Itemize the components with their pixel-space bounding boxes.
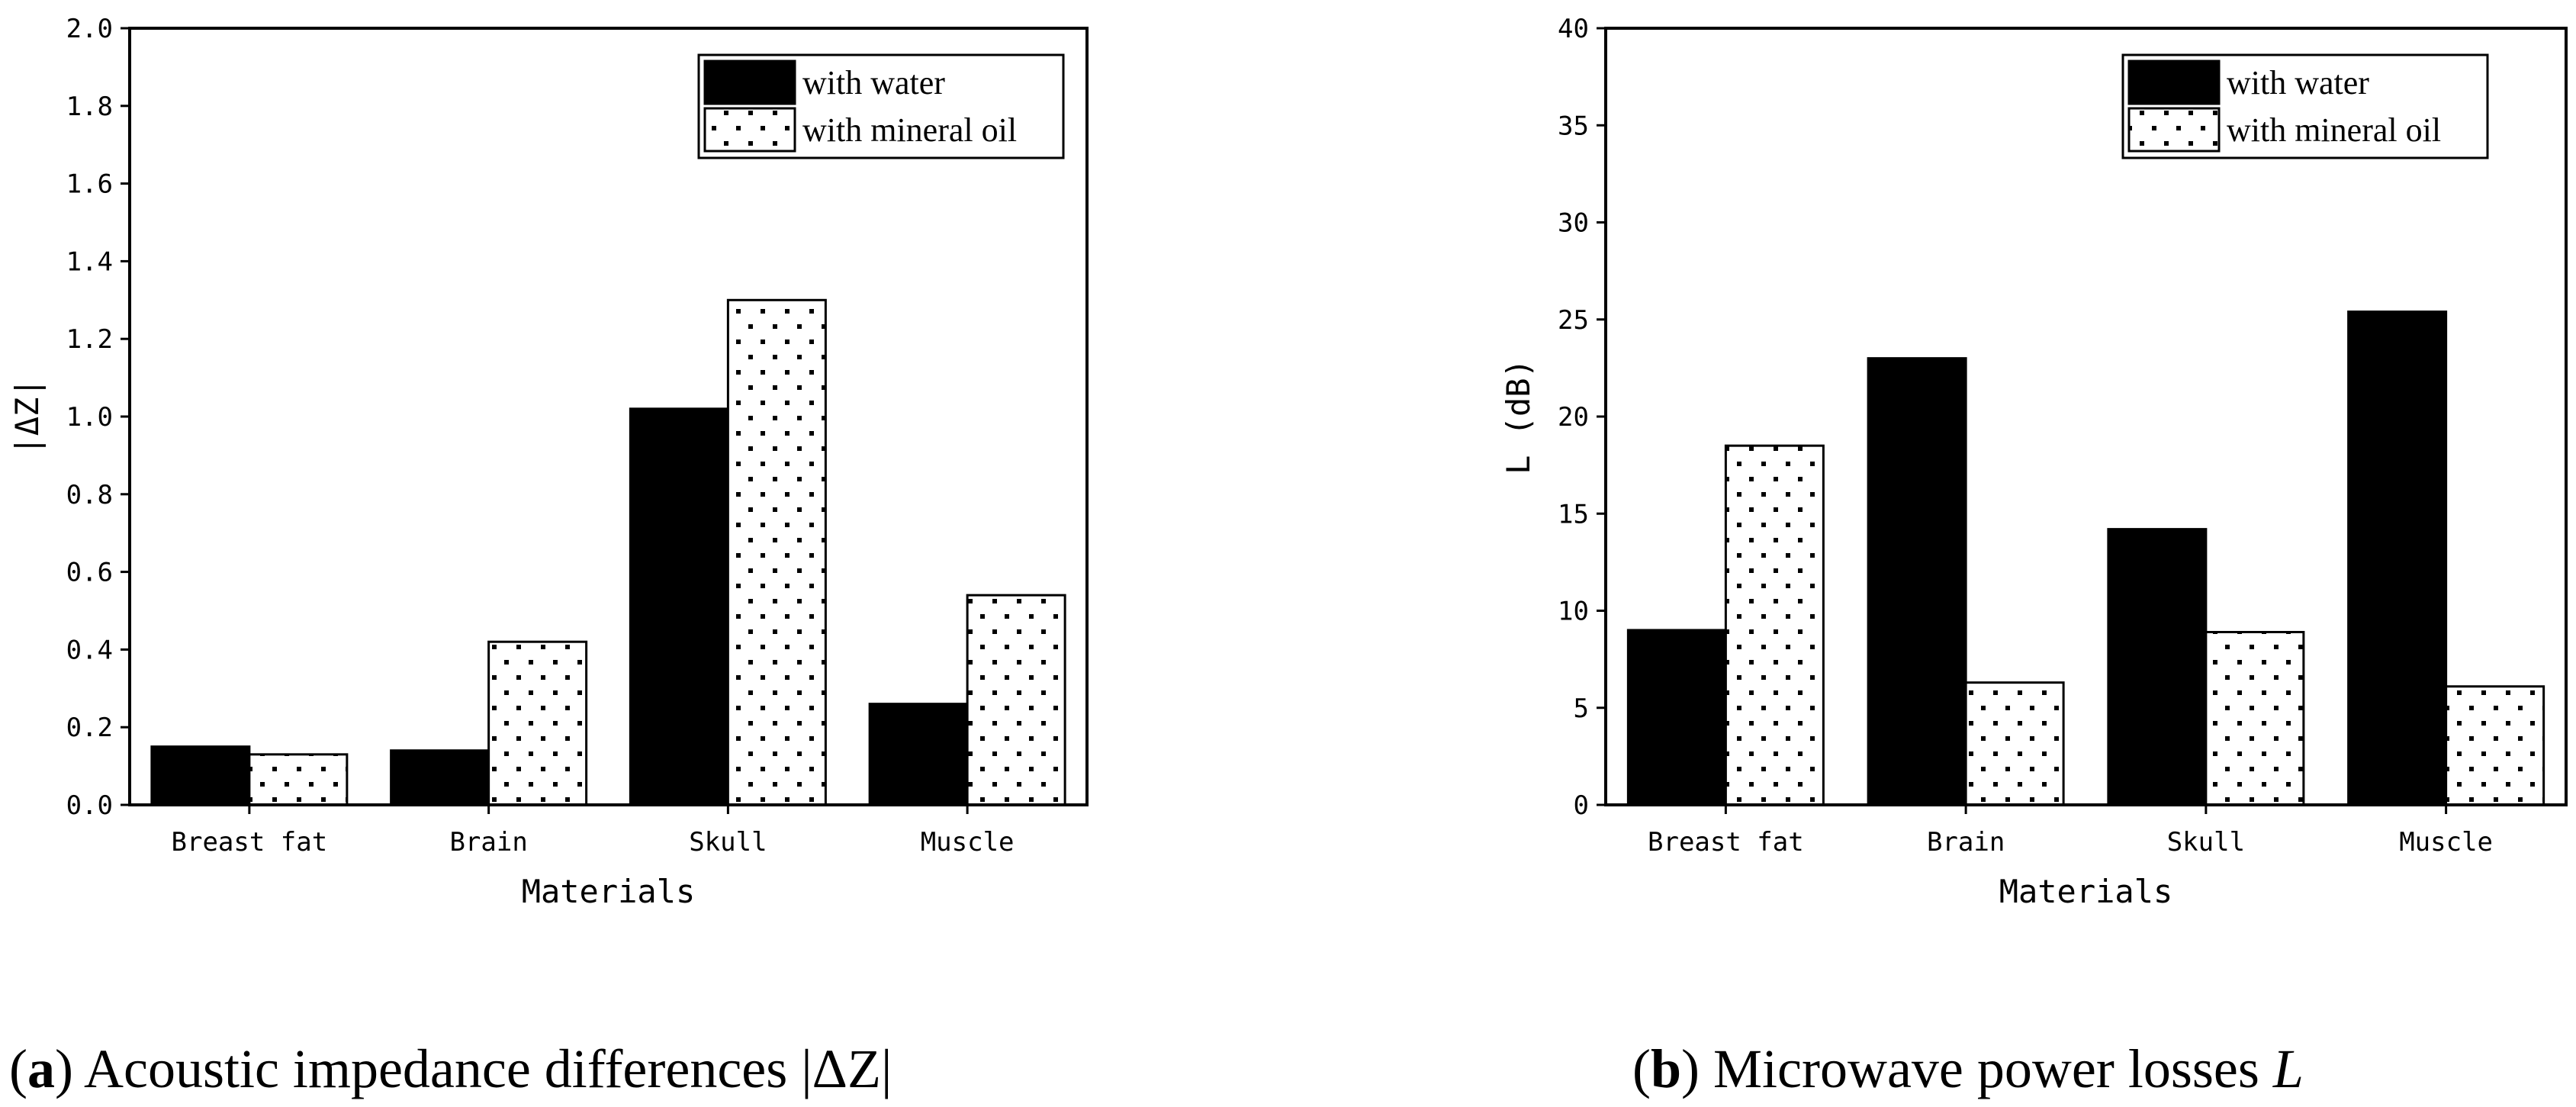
y-tick-label-a-7: 1.4 bbox=[66, 246, 113, 277]
chart-microwave-loss: 0 5 10 15 20 25 30 35 40 Breast fat Brain Skull Musc… bbox=[1500, 14, 2568, 910]
bar-b-water-1 bbox=[1867, 357, 1967, 806]
legend-swatch-b-oil bbox=[2127, 107, 2221, 153]
caption-b-italic: L bbox=[2272, 1038, 2304, 1099]
y-tick-label-b-4: 20 bbox=[1558, 402, 1589, 433]
bar-b-water-2 bbox=[2107, 528, 2208, 806]
y-tick-label-a-1: 0.2 bbox=[66, 713, 113, 743]
y-tick-label-b-8: 40 bbox=[1558, 14, 1589, 44]
legend-label-a-oil: with mineral oil bbox=[802, 111, 1017, 149]
y-tick-label-a-5: 1.0 bbox=[66, 402, 113, 433]
caption-a-paren-close: ) bbox=[55, 1038, 73, 1099]
y-axis-title-b: L (dB) bbox=[1500, 359, 1537, 475]
legend-swatch-b-water bbox=[2127, 60, 2221, 105]
y-tick-label-b-6: 30 bbox=[1558, 208, 1589, 239]
y-tick-label-a-4: 0.8 bbox=[66, 480, 113, 510]
plot-frame-top-b bbox=[1604, 27, 2568, 806]
plot-frame-top-a bbox=[128, 27, 1089, 806]
y-tick-label-b-3: 15 bbox=[1558, 499, 1589, 529]
caption-b: (b) Microwave power losses L bbox=[1632, 1038, 2304, 1099]
y-axis-title-a: |ΔZ| bbox=[8, 378, 46, 455]
y-tick-label-a-0: 0.0 bbox=[66, 790, 113, 821]
caption-b-text: Microwave power losses bbox=[1700, 1038, 2273, 1099]
x-tick-label-a-0: Breast fat bbox=[172, 827, 328, 858]
bar-b-oil-1 bbox=[1964, 681, 2065, 806]
y-tick-label-a-2: 0.4 bbox=[66, 635, 113, 665]
y-tick-label-b-0: 0 bbox=[1574, 790, 1589, 821]
bar-b-water-0 bbox=[1626, 629, 1727, 806]
chart-acoustic-impedance: 0.0 0.2 0.4 0.6 0.8 1.0 1.2 1.4 1.6 1.8 2.0 Breast … bbox=[8, 14, 1089, 910]
bar-a-water-0 bbox=[150, 745, 251, 806]
caption-b-letter: b bbox=[1651, 1038, 1681, 1099]
x-axis-title-b: Materials bbox=[1999, 873, 2173, 910]
x-tick-label-b-2: Skull bbox=[2167, 827, 2245, 858]
bar-b-oil-0 bbox=[1724, 444, 1825, 806]
bar-a-water-2 bbox=[629, 407, 729, 806]
y-tick-label-b-1: 5 bbox=[1574, 693, 1589, 724]
bar-a-oil-3 bbox=[966, 594, 1066, 806]
bar-b-oil-2 bbox=[2205, 630, 2305, 806]
caption-b-paren-open: ( bbox=[1632, 1038, 1651, 1099]
y-tick-label-a-8: 1.6 bbox=[66, 169, 113, 200]
legend-b: with water with mineral oil bbox=[2121, 53, 2489, 159]
x-tick-label-a-2: Skull bbox=[689, 827, 767, 858]
legend-a: with water with mineral oil bbox=[697, 53, 1065, 159]
bar-a-oil-0 bbox=[248, 753, 349, 806]
bar-a-water-1 bbox=[390, 749, 490, 806]
x-tick-label-a-1: Brain bbox=[449, 827, 527, 858]
caption-a-text: Acoustic impedance differences |ΔZ| bbox=[73, 1038, 892, 1099]
x-tick-label-b-3: Muscle bbox=[2399, 827, 2493, 858]
caption-a-letter: a bbox=[27, 1038, 55, 1099]
bar-a-oil-1 bbox=[487, 640, 588, 806]
caption-b-paren-close: ) bbox=[1681, 1038, 1700, 1099]
bar-a-water-3 bbox=[868, 703, 969, 806]
x-axis-title-a: Materials bbox=[522, 873, 696, 910]
legend-label-a-water: with water bbox=[802, 64, 945, 101]
x-tick-label-b-0: Breast fat bbox=[1648, 827, 1804, 858]
y-tick-label-b-2: 10 bbox=[1558, 597, 1589, 627]
y-tick-label-b-5: 25 bbox=[1558, 305, 1589, 336]
legend-swatch-a-water bbox=[703, 60, 796, 105]
bar-a-oil-2 bbox=[726, 298, 827, 806]
x-tick-label-a-3: Muscle bbox=[921, 827, 1015, 858]
bar-b-water-3 bbox=[2347, 311, 2448, 806]
caption-a: (a) Acoustic impedance differences |ΔZ| bbox=[9, 1038, 892, 1099]
y-tick-label-b-7: 35 bbox=[1558, 111, 1589, 141]
y-tick-label-a-9: 1.8 bbox=[66, 92, 113, 122]
caption-a-paren-open: ( bbox=[9, 1038, 27, 1099]
y-tick-label-a-10: 2.0 bbox=[66, 14, 113, 44]
x-tick-label-b-1: Brain bbox=[1927, 827, 2005, 858]
legend-label-b-water: with water bbox=[2227, 64, 2369, 101]
y-tick-label-a-3: 0.6 bbox=[66, 558, 113, 588]
y-tick-label-a-6: 1.2 bbox=[66, 324, 113, 355]
legend-swatch-a-oil bbox=[703, 107, 796, 153]
legend-label-b-oil: with mineral oil bbox=[2227, 111, 2441, 149]
bar-b-oil-3 bbox=[2445, 685, 2545, 806]
